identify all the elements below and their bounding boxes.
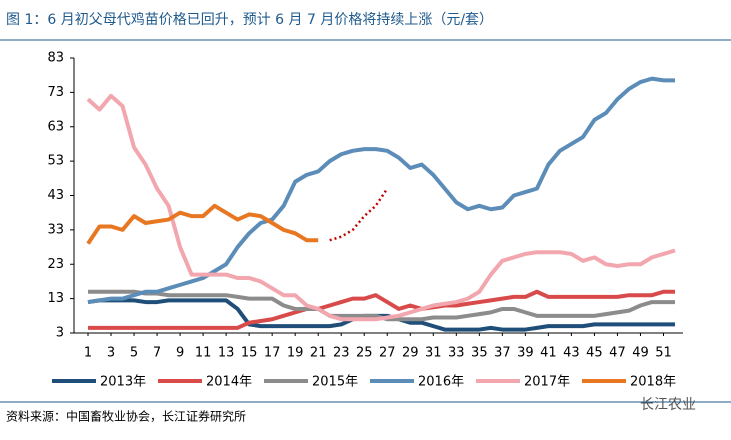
- y-tick-label: 43: [47, 188, 64, 203]
- x-tick-label: 3: [107, 346, 115, 361]
- series-line: [87, 76, 675, 305]
- series-line: [88, 289, 675, 330]
- chart-title: 图 1：6 月初父母代鸡苗价格已回升，预计 6 月 7 月价格将持续上涨（元/套…: [6, 11, 493, 28]
- y-tick-label: 3: [56, 326, 64, 341]
- y-tick-label: 53: [47, 154, 64, 169]
- x-tick-label: 31: [425, 346, 442, 361]
- legend-label: 2013年: [100, 375, 146, 390]
- y-tick-label: 33: [47, 222, 64, 237]
- y-tick-label: 73: [47, 85, 64, 100]
- x-tick-label: 1: [84, 346, 92, 361]
- series-line: [329, 187, 389, 242]
- x-tick-label: 43: [563, 346, 580, 361]
- x-tick-label: 35: [471, 346, 488, 361]
- x-tick-label: 15: [241, 346, 258, 361]
- y-tick-label: 23: [47, 257, 64, 272]
- x-tick-label: 9: [176, 346, 184, 361]
- series-line: [86, 203, 319, 245]
- x-tick-label: 21: [310, 346, 327, 361]
- x-tick-label: 17: [264, 346, 281, 361]
- x-tick-label: 13: [218, 346, 235, 361]
- x-tick-label: 19: [287, 346, 304, 361]
- legend-label: 2018年: [630, 375, 676, 390]
- x-tick-label: 27: [379, 346, 396, 361]
- y-tick-label: 63: [47, 119, 64, 134]
- x-tick-label: 49: [632, 346, 649, 361]
- y-tick-label: 83: [47, 51, 64, 66]
- x-tick-label: 51: [655, 346, 672, 361]
- x-tick-label: 11: [195, 346, 212, 361]
- x-tick-label: 41: [540, 346, 557, 361]
- x-tick-label: 5: [130, 346, 138, 361]
- x-tick-label: 37: [494, 346, 511, 361]
- x-tick-label: 33: [448, 346, 465, 361]
- x-tick-label: 7: [153, 346, 161, 361]
- x-tick-label: 39: [517, 346, 534, 361]
- x-tick-label: 29: [402, 346, 419, 361]
- series-line: [86, 93, 676, 322]
- x-tick-label: 25: [356, 346, 373, 361]
- legend-label: 2014年: [206, 375, 252, 390]
- y-tick-label: 13: [47, 291, 64, 306]
- legend-label: 2015年: [312, 375, 358, 390]
- x-tick-label: 47: [609, 346, 626, 361]
- legend-label: 2017年: [524, 375, 570, 390]
- source: 资料来源：中国畜牧业协会，长江证券研究所: [6, 409, 246, 424]
- x-tick-label: 45: [586, 346, 603, 361]
- watermark: 长江农业: [640, 397, 696, 413]
- legend-label: 2016年: [418, 375, 464, 390]
- x-tick-label: 23: [333, 346, 350, 361]
